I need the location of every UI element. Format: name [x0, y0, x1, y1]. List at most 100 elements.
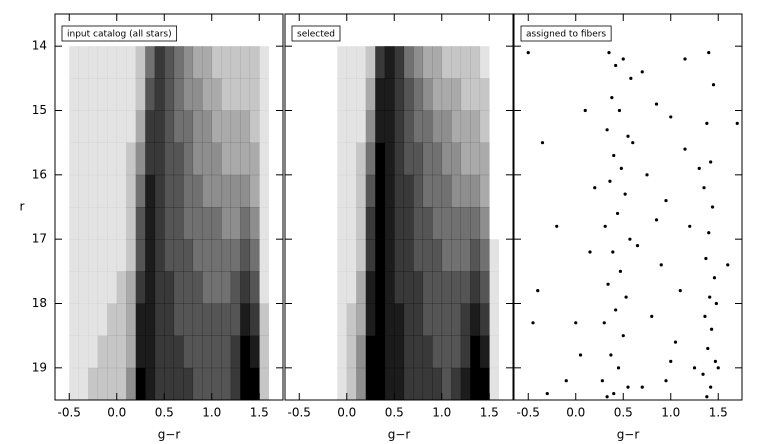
heat-cell — [451, 335, 462, 369]
heat-cell — [365, 110, 376, 143]
heat-cell — [356, 303, 367, 336]
heat-cell — [126, 174, 137, 208]
heat-cell — [451, 271, 462, 304]
heat-cell — [97, 46, 108, 79]
heat-cell — [69, 174, 80, 208]
heat-cell — [97, 78, 108, 111]
heat-cell — [499, 78, 509, 110]
heat-cell — [432, 78, 443, 111]
heat-cell — [145, 367, 156, 400]
y-tick-label: 15 — [32, 103, 47, 117]
point — [664, 198, 668, 203]
heat-cell — [202, 46, 213, 79]
heat-cell — [356, 335, 367, 369]
heat-cell — [69, 335, 80, 369]
heat-cell — [479, 271, 490, 304]
point — [611, 250, 615, 254]
heat-cell — [403, 207, 414, 240]
heat-cell — [249, 110, 260, 143]
heat-cell — [394, 271, 405, 304]
heat-cell — [441, 303, 452, 336]
heat-cell — [470, 367, 481, 400]
heat-cell — [60, 304, 70, 336]
heat-cell — [356, 78, 367, 111]
heat-cell — [328, 271, 338, 303]
point — [628, 237, 632, 241]
heat-cell — [356, 46, 367, 79]
heat-cell — [346, 110, 357, 143]
heat-cell — [413, 367, 424, 400]
heat-cell — [375, 303, 386, 336]
heat-cell — [489, 46, 499, 78]
heat-cell — [290, 271, 300, 303]
heat-cell — [460, 239, 471, 272]
heat-cell — [173, 174, 184, 208]
heat-cell — [432, 367, 443, 400]
heat-cell — [78, 142, 89, 176]
heat-cell — [240, 207, 251, 240]
heat-cell — [202, 207, 213, 240]
heat-cell — [460, 271, 471, 304]
heat-cell — [432, 110, 443, 143]
heat-cell — [78, 303, 89, 336]
x-tick-label: 1.5 — [480, 406, 499, 420]
heat-cell — [299, 271, 309, 303]
heat-cell — [422, 271, 433, 304]
heat-cell — [299, 175, 309, 207]
heat-cell — [249, 303, 260, 336]
x-tick-label: 0.5 — [614, 406, 633, 420]
heat-cell — [173, 110, 184, 143]
heat-cell — [290, 46, 300, 78]
heat-cell — [432, 271, 443, 304]
point — [669, 359, 673, 363]
heat-cell — [135, 239, 146, 272]
heat-cell — [365, 78, 376, 111]
heat-cell — [240, 110, 251, 143]
heat-cell — [221, 110, 232, 143]
heat-cell — [221, 239, 232, 272]
heat-cell — [211, 142, 222, 176]
heat-cell — [451, 367, 462, 400]
heat-cell — [78, 335, 89, 369]
point — [704, 256, 708, 261]
point — [701, 372, 705, 376]
heat-cell — [154, 174, 165, 208]
heat-cell — [489, 175, 499, 207]
heat-cell — [78, 46, 89, 79]
heat-cell — [269, 368, 279, 400]
heat-cell — [154, 78, 165, 111]
heat-cell — [154, 271, 165, 304]
point — [683, 147, 687, 151]
heat-cell — [126, 303, 137, 336]
heat-cell — [211, 335, 222, 369]
heat-cell — [135, 78, 146, 111]
point — [588, 250, 592, 254]
heat-cell — [384, 78, 395, 111]
heat-cell — [479, 303, 490, 336]
heat-cell — [97, 142, 108, 176]
heat-cell — [290, 304, 300, 336]
heat-cell — [460, 335, 471, 369]
heat-cell — [318, 304, 328, 336]
heat-cell — [318, 207, 328, 239]
point — [536, 289, 540, 293]
heat-cell — [259, 142, 270, 176]
point — [614, 63, 618, 68]
heat-cell — [202, 142, 213, 176]
heat-cell — [107, 78, 118, 111]
heat-cell — [451, 174, 462, 208]
heat-cell — [269, 207, 279, 239]
heat-cell — [88, 142, 99, 176]
heat-cell — [337, 142, 348, 176]
heat-cell — [489, 78, 499, 110]
heat-cell — [269, 143, 279, 175]
heat-cell — [211, 174, 222, 208]
heat-cell — [470, 142, 481, 176]
heat-cell — [403, 303, 414, 336]
heat-cell — [394, 46, 405, 79]
point — [705, 395, 709, 399]
heat-cell — [97, 239, 108, 272]
heat-cell — [328, 46, 338, 78]
heat-cell — [116, 335, 127, 369]
heat-cell — [78, 239, 89, 272]
